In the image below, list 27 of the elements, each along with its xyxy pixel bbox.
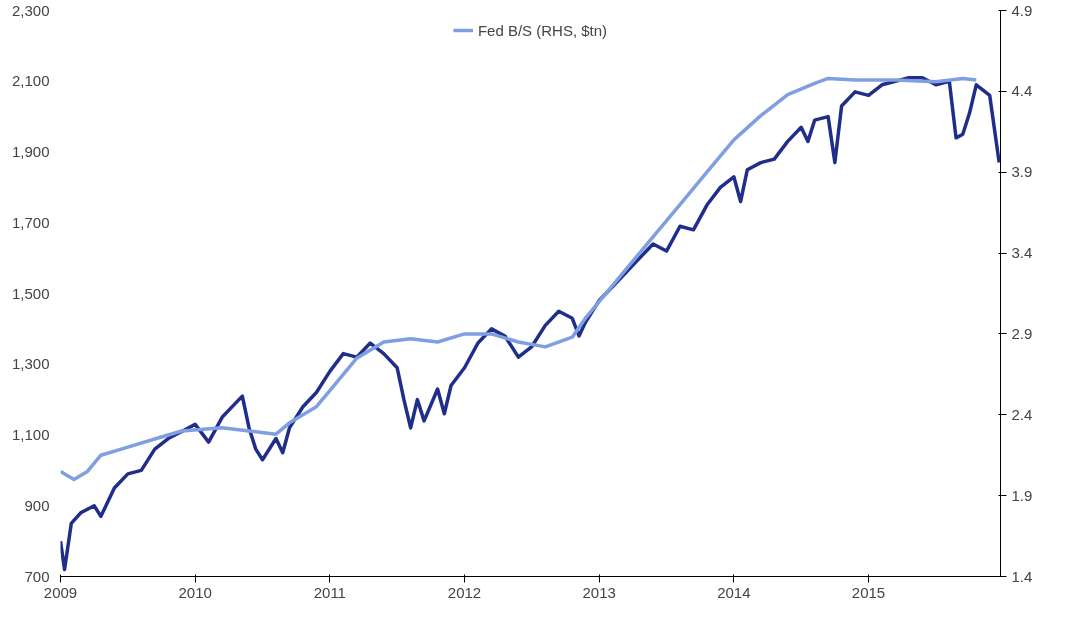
y-tick-label: 1,900: [11, 143, 50, 160]
y-tick-label: 1,700: [11, 213, 50, 231]
x-tick-label: 2013: [582, 583, 616, 601]
line-series: [60, 75, 1001, 572]
y2-tick-label: 3.9: [1011, 163, 1033, 181]
x-tick-label: 2014: [717, 583, 751, 601]
y-tick-label: 1,500: [11, 284, 50, 302]
y2-tick-label: 2.9: [1011, 324, 1033, 342]
y-tick-label: 700: [24, 567, 50, 585]
y-tick-label: 1,100: [11, 426, 50, 443]
y-tick-label: 900: [24, 496, 50, 514]
y-tick-label: 2,100: [11, 72, 50, 90]
line-series: [60, 76, 979, 482]
y2-tick-label: 1.9: [1011, 486, 1033, 504]
x-tick-label: 2010: [178, 583, 212, 601]
x-tick-label: 2015: [851, 583, 886, 601]
y2-tick-label: 2.4: [1011, 405, 1033, 423]
x-tick-label: 2012: [447, 583, 482, 601]
y-tick-label: 2,300: [11, 1, 50, 19]
y2-tick-label: 1.4: [1011, 567, 1033, 585]
y2-tick-label: 4.9: [1011, 1, 1033, 19]
legend-label: Fed B/S (RHS, $tn): [477, 21, 608, 39]
x-tick-label: 2009: [43, 583, 78, 601]
y2-tick-label: 3.4: [1011, 244, 1033, 262]
y-tick-label: 1,300: [11, 355, 50, 373]
x-tick-label: 2011: [313, 583, 346, 601]
y2-tick-label: 4.4: [1011, 82, 1033, 100]
